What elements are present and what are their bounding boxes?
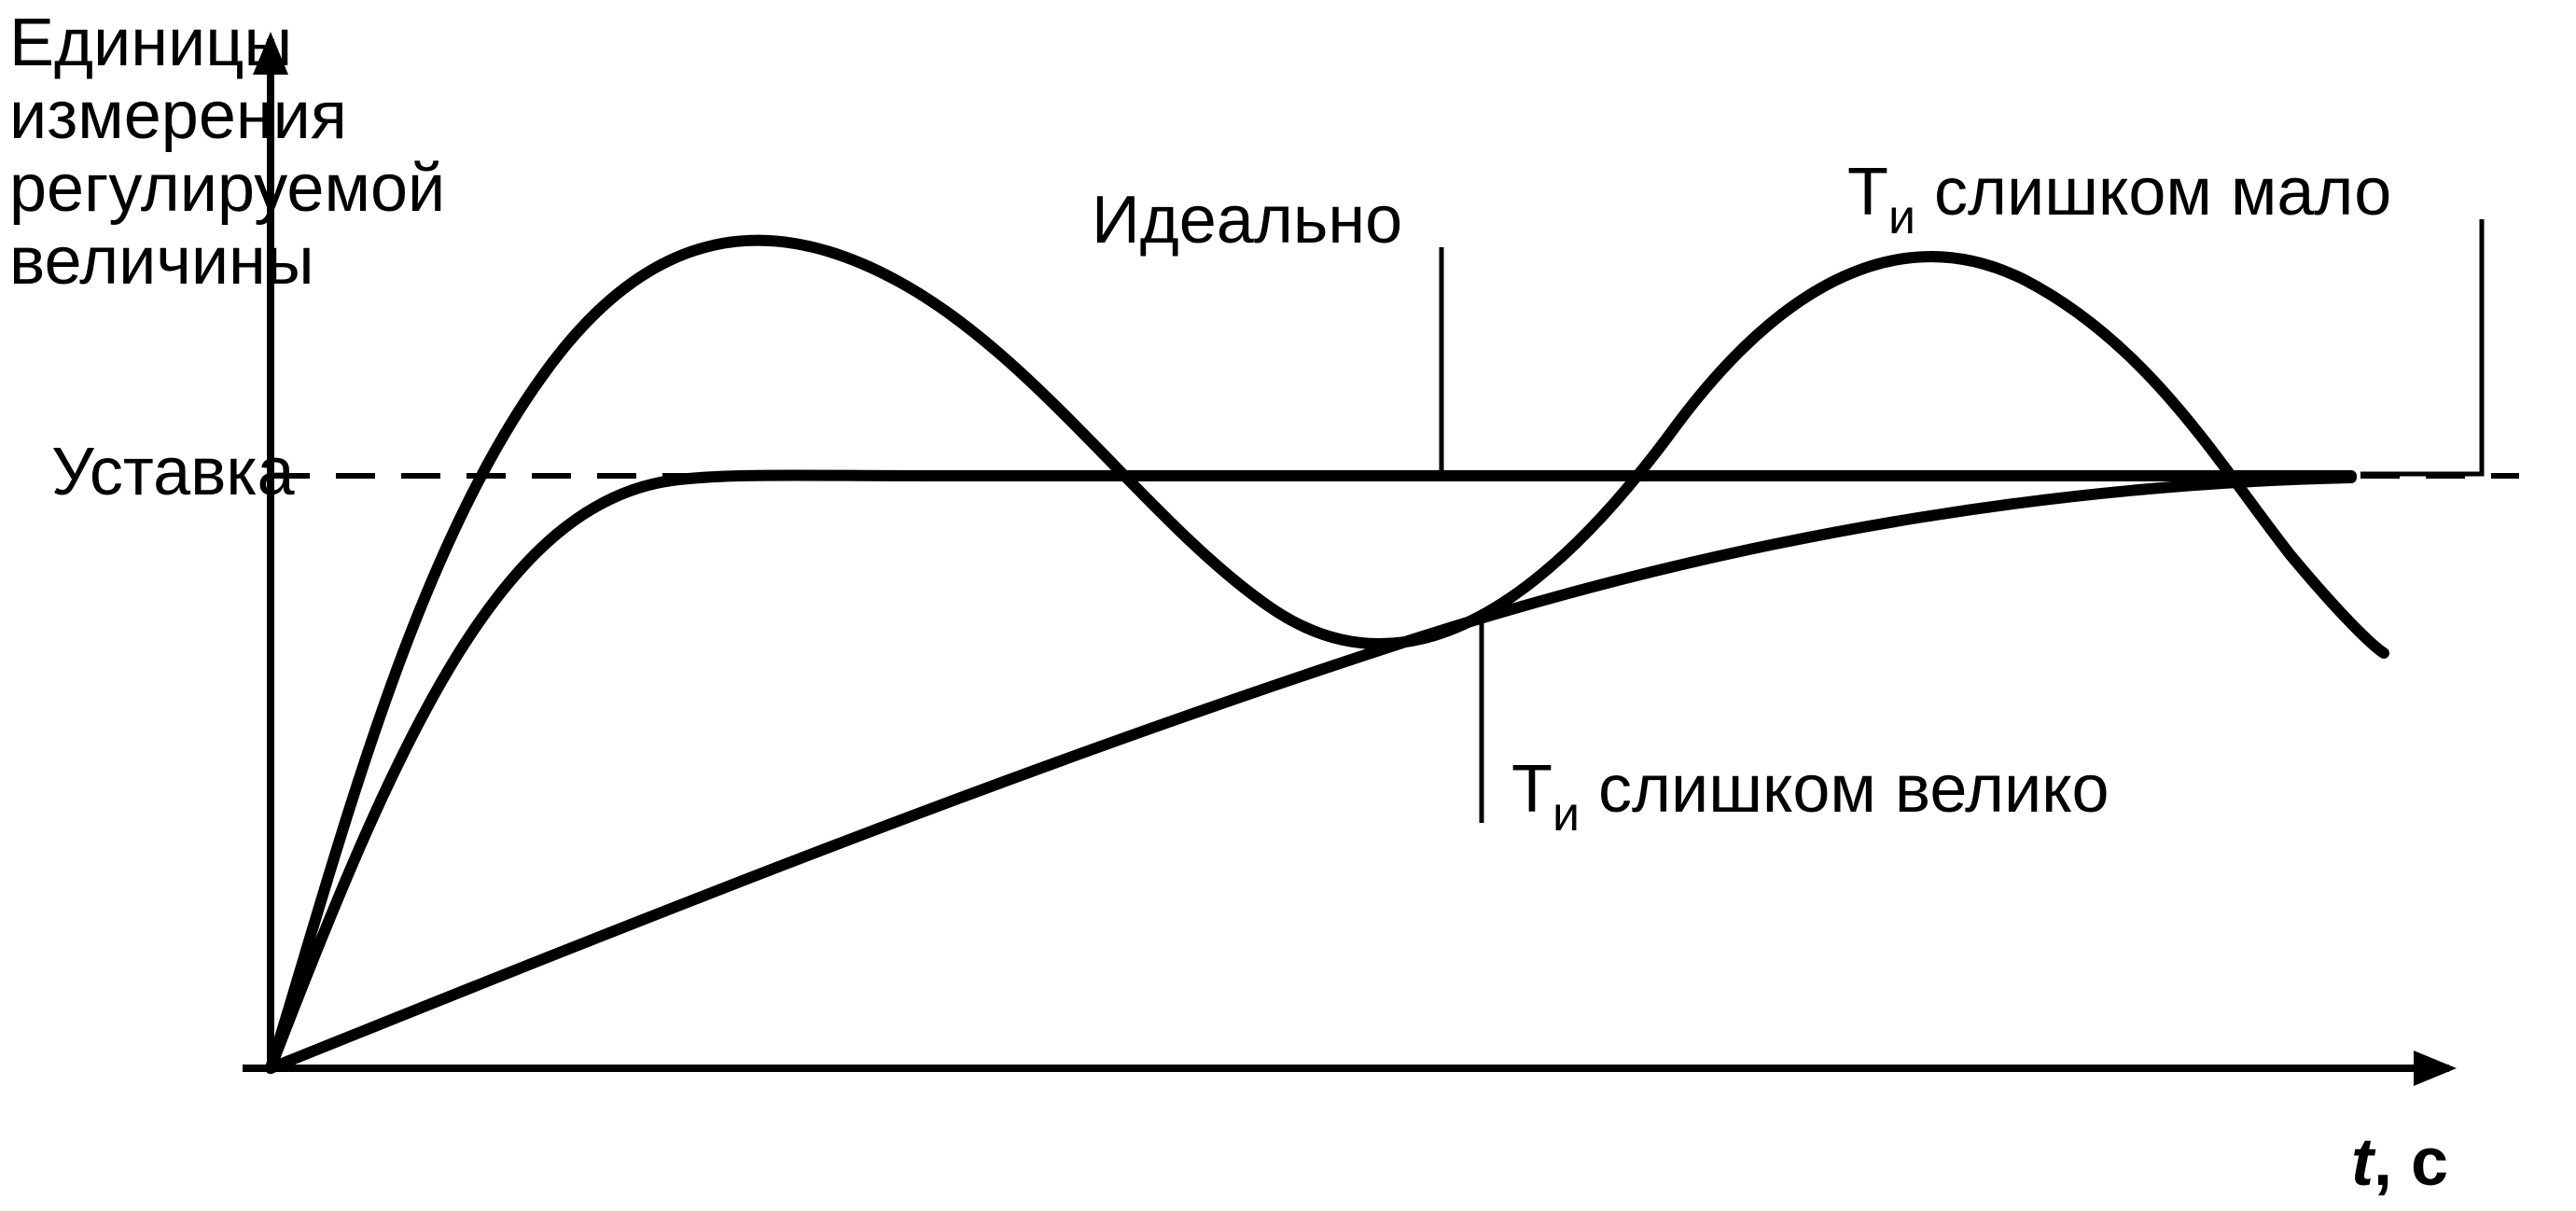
ti-large-label: Tи слишком велико — [1511, 752, 2110, 842]
setpoint-label: Уставка — [51, 435, 295, 509]
leader-ti-small — [2360, 219, 2482, 474]
y-axis-label: Единицыизмерениярегулируемойвеличины — [9, 6, 445, 299]
ideal-label: Идеально — [1092, 183, 1402, 258]
x-axis-arrow — [2414, 1051, 2457, 1086]
pid-response-chart: Единицыизмерениярегулируемойвеличины Уста… — [0, 0, 2576, 1211]
x-axis-label: t, с — [2351, 1125, 2448, 1200]
ti-small-label: Tи слишком мало — [1847, 155, 2391, 244]
